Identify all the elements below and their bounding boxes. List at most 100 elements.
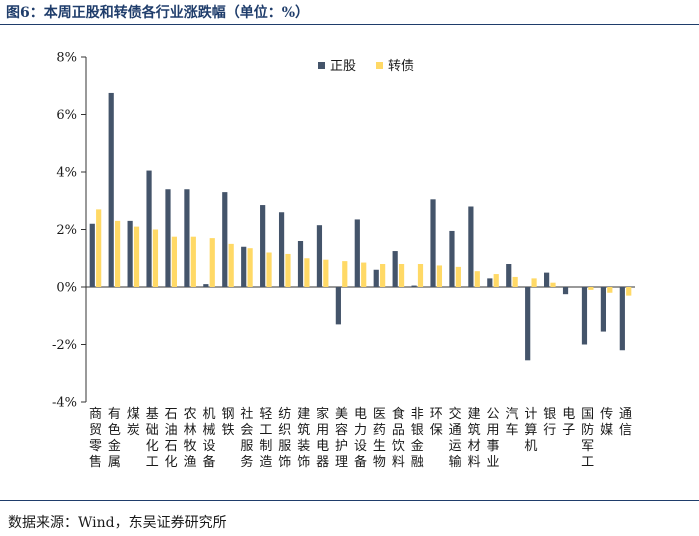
bar-stock: [222, 192, 228, 287]
bar-stock: [241, 246, 247, 287]
bar-bond: [171, 236, 177, 287]
bar-stock: [278, 212, 285, 287]
category-label: 电力设备: [354, 407, 367, 470]
category-label: 食品饮料: [392, 406, 405, 470]
category-label: 机械设备: [203, 407, 216, 470]
source-divider: [0, 500, 699, 501]
y-tick-label: 4%: [56, 166, 77, 181]
bar-stock: [203, 284, 209, 287]
y-tick-label: -2%: [52, 338, 77, 353]
category-label: 商贸零售: [89, 407, 102, 470]
category-label: 煤炭: [127, 407, 140, 438]
bar-bond: [493, 274, 499, 287]
category-label: 纺织服饰: [278, 407, 291, 470]
y-tick-label: -4%: [52, 396, 77, 411]
bar-stock: [146, 170, 152, 287]
bar-stock: [335, 287, 341, 325]
category-label: 计算机: [524, 407, 537, 454]
bar-stock: [316, 225, 323, 287]
legend-swatch: [318, 62, 325, 69]
axes: -4% -2% 0% 2% 4% 6% 8%: [52, 51, 635, 411]
legend: 正股 转债: [318, 59, 414, 74]
bar-bond: [474, 271, 480, 287]
bar-bond: [398, 264, 405, 287]
bar-bond: [228, 243, 234, 287]
bar-bond: [531, 278, 537, 287]
bar-stock: [354, 219, 360, 287]
category-label: 国防军工: [581, 407, 594, 470]
y-tick-label: 2%: [56, 223, 77, 238]
category-label: 公用事业: [487, 407, 500, 470]
legend-swatch: [376, 62, 383, 69]
bar-stock: [297, 241, 304, 287]
bar-bond: [247, 248, 253, 287]
bar-bond: [285, 253, 291, 287]
bar-bond: [266, 252, 272, 287]
category-label: 农林牧渔: [184, 407, 197, 470]
category-label: 传媒: [600, 407, 613, 438]
category-label: 银行: [543, 407, 556, 438]
bar-bond: [455, 266, 461, 287]
bar-stock: [184, 189, 190, 287]
bar-bond: [550, 282, 556, 287]
category-label: 医药生物: [373, 407, 386, 470]
bar-stock: [544, 272, 550, 287]
bar-stock: [373, 269, 379, 287]
category-label: 建筑材料: [468, 407, 481, 470]
bar-stock: [411, 285, 417, 287]
bar-stock: [562, 287, 569, 295]
source-note: 数据来源：Wind，东吴证券研究所: [8, 515, 227, 531]
legend-label: 正股: [330, 59, 356, 74]
bar-bond: [417, 264, 424, 287]
bar-stock: [127, 220, 133, 287]
bar-stock: [89, 223, 95, 287]
category-label: 电子: [562, 407, 575, 438]
legend-label: 转债: [388, 59, 414, 74]
bar-stock: [600, 287, 607, 332]
figure-title: 图6：本周正股和转债各行业涨跌幅（单位：%）: [6, 5, 310, 21]
bar-stock: [525, 287, 531, 361]
bar-stock: [165, 189, 171, 287]
bar-stock: [449, 230, 455, 287]
bar-stock: [581, 287, 588, 345]
bar-bond: [114, 220, 121, 287]
bar-bond: [152, 229, 159, 287]
category-label: 石油石化: [165, 407, 178, 470]
bar-bond: [512, 276, 518, 287]
bar-bond: [588, 287, 594, 290]
bar-bond: [342, 261, 348, 287]
bar-bond: [323, 259, 329, 287]
bar-stock: [487, 278, 493, 287]
bar-stock: [619, 287, 625, 351]
bar-bond: [96, 209, 102, 287]
category-label: 家用电器: [316, 406, 329, 470]
bar-bond: [304, 258, 310, 287]
y-tick-label: 0%: [56, 281, 77, 296]
bar-stock: [430, 199, 436, 287]
category-labels: 商贸零售有色金属煤炭基础化工石油石化农林牧渔机械设备钢铁社会服务轻工制造纺织服饰…: [89, 406, 632, 470]
category-label: 社会服务: [240, 406, 253, 470]
bar-stock: [506, 264, 512, 287]
bar-bond: [190, 236, 196, 287]
bar-bond: [380, 264, 386, 287]
category-label: 有色金属: [108, 407, 121, 470]
y-tick-label: 6%: [56, 108, 77, 123]
category-label: 通信: [619, 407, 632, 438]
bar-bond: [436, 265, 443, 287]
category-label: 环保: [430, 407, 443, 438]
bar-stock: [108, 92, 114, 287]
category-label: 交通运输: [449, 406, 462, 470]
y-tick-label: 8%: [56, 51, 77, 66]
category-label: 钢铁: [221, 407, 234, 438]
bar-stock: [392, 251, 398, 287]
category-label: 美容护理: [335, 407, 348, 470]
category-label: 非银金融: [411, 407, 424, 470]
category-label: 基础化工: [146, 407, 159, 470]
bar-stock: [468, 206, 474, 287]
bar-stock: [260, 205, 266, 287]
category-label: 轻工制造: [259, 407, 272, 470]
category-label: 建筑装饰: [297, 407, 310, 470]
title-bar: 图6：本周正股和转债各行业涨跌幅（单位：%）: [0, 0, 699, 25]
bar-bond: [607, 287, 613, 293]
bar-bond: [361, 262, 367, 287]
